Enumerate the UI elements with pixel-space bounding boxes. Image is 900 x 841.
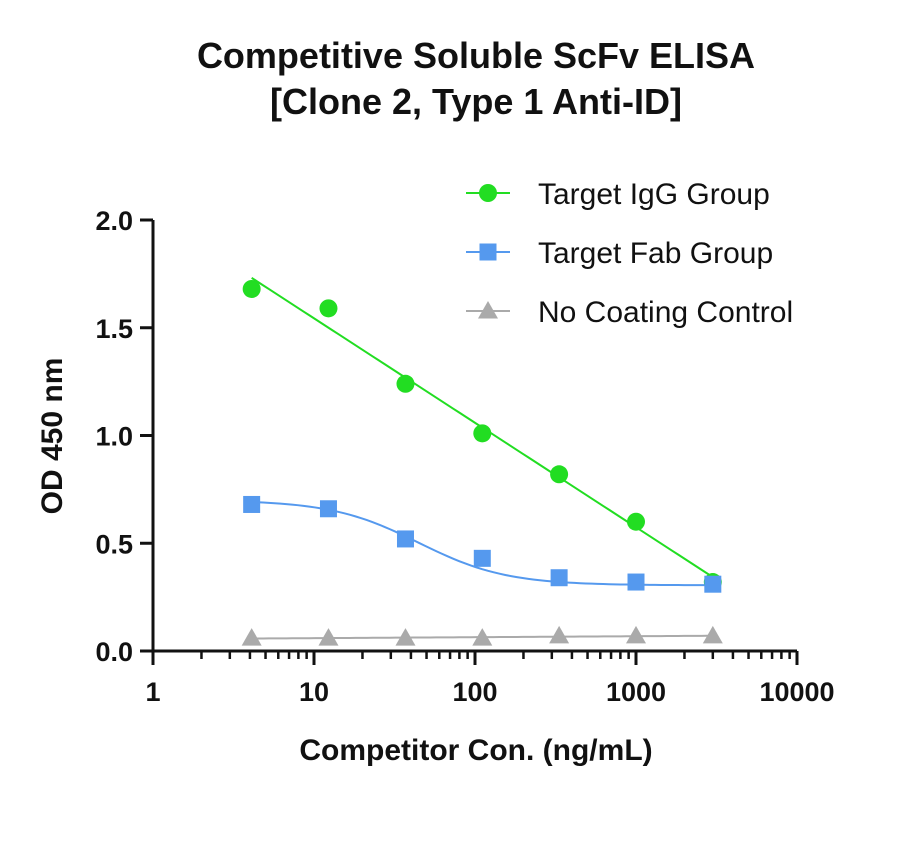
y-tick-label: 2.0 — [95, 206, 133, 236]
legend-marker-1 — [479, 184, 497, 202]
series-2-point — [627, 573, 645, 591]
tick-labels: 0.0 0.5 1.0 1.5 2.0 1 10 100 1000 10000 — [95, 206, 834, 707]
x-tick-label: 1 — [145, 677, 160, 707]
series-2-point — [550, 569, 568, 587]
series-2-point — [243, 495, 261, 513]
series-2-point — [473, 549, 491, 567]
series-markers — [241, 279, 723, 646]
y-tick-label: 0.5 — [95, 529, 133, 559]
x-tick-label: 100 — [452, 677, 497, 707]
series-1-point — [473, 424, 492, 443]
ticks — [140, 218, 799, 665]
legend-label-3: No Coating Control — [538, 296, 793, 329]
series-1-point — [396, 374, 415, 393]
legend: Target IgG Group Target Fab Group No Coati… — [466, 178, 793, 329]
y-tick-label: 0.0 — [95, 637, 133, 667]
series-1-point — [242, 279, 261, 298]
series-1-point — [550, 465, 569, 484]
x-tick-label: 10 — [299, 677, 329, 707]
series-3-point — [318, 628, 339, 646]
legend-marker-3 — [478, 301, 498, 319]
series-2-point — [396, 530, 414, 548]
series-1-point — [319, 299, 338, 318]
series-3-point — [702, 625, 723, 644]
series-3-point — [549, 625, 570, 644]
series-3-point — [241, 628, 262, 646]
y-tick-label: 1.5 — [95, 314, 133, 344]
x-tick-label: 10000 — [759, 677, 834, 707]
x-tick-label: 1000 — [606, 677, 666, 707]
legend-label-1: Target IgG Group — [538, 178, 770, 211]
legend-marker-2 — [479, 243, 497, 261]
x-axis-title: Competitor Con. (ng/mL) — [299, 734, 652, 767]
series-2-point — [319, 500, 337, 518]
series-2-point — [704, 575, 722, 593]
chart-title-line-1: Competitive Soluble ScFv ELISA — [197, 35, 755, 76]
series-3-point — [395, 628, 416, 646]
series-3-point — [626, 625, 646, 644]
series-1-point — [627, 512, 645, 531]
y-axis-title: OD 450 nm — [36, 358, 69, 515]
series-3-point — [472, 628, 493, 646]
legend-label-2: Target Fab Group — [538, 237, 773, 270]
chart-title-line-2: [Clone 2, Type 1 Anti-ID] — [270, 81, 682, 122]
y-tick-label: 1.0 — [95, 422, 133, 452]
